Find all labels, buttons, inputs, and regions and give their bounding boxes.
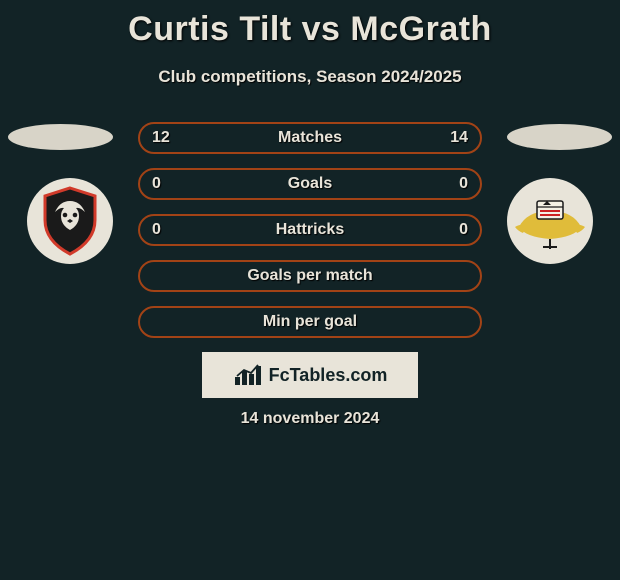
table-row: 0 Hattricks 0 bbox=[138, 214, 482, 246]
table-row: Min per goal bbox=[138, 306, 482, 338]
stat-label: Matches bbox=[140, 129, 480, 147]
stat-label: Hattricks bbox=[140, 221, 480, 239]
club-badge-right bbox=[507, 178, 593, 264]
brand-text: FcTables.com bbox=[269, 365, 388, 386]
stat-right-value: 0 bbox=[459, 221, 468, 239]
player-right-placeholder bbox=[507, 124, 612, 150]
shield-icon bbox=[41, 186, 99, 256]
table-row: 0 Goals 0 bbox=[138, 168, 482, 200]
stat-label: Min per goal bbox=[263, 313, 357, 331]
table-row: Goals per match bbox=[138, 260, 482, 292]
table-row: 12 Matches 14 bbox=[138, 122, 482, 154]
stat-label: Goals per match bbox=[247, 267, 372, 285]
stats-table: 12 Matches 14 0 Goals 0 0 Hattricks 0 Go… bbox=[138, 122, 482, 352]
stat-right-value: 0 bbox=[459, 175, 468, 193]
brand-badge: FcTables.com bbox=[202, 352, 418, 398]
stat-label: Goals bbox=[140, 175, 480, 193]
stat-left-value: 0 bbox=[152, 175, 161, 193]
bars-icon bbox=[233, 363, 263, 387]
crest-icon bbox=[513, 191, 587, 251]
stat-left-value: 0 bbox=[152, 221, 161, 239]
date-label: 14 november 2024 bbox=[0, 410, 620, 428]
subtitle: Club competitions, Season 2024/2025 bbox=[0, 67, 620, 87]
stat-right-value: 14 bbox=[450, 129, 468, 147]
player-left-placeholder bbox=[8, 124, 113, 150]
stat-left-value: 12 bbox=[152, 129, 170, 147]
page-title: Curtis Tilt vs McGrath bbox=[0, 0, 620, 49]
club-badge-left bbox=[27, 178, 113, 264]
